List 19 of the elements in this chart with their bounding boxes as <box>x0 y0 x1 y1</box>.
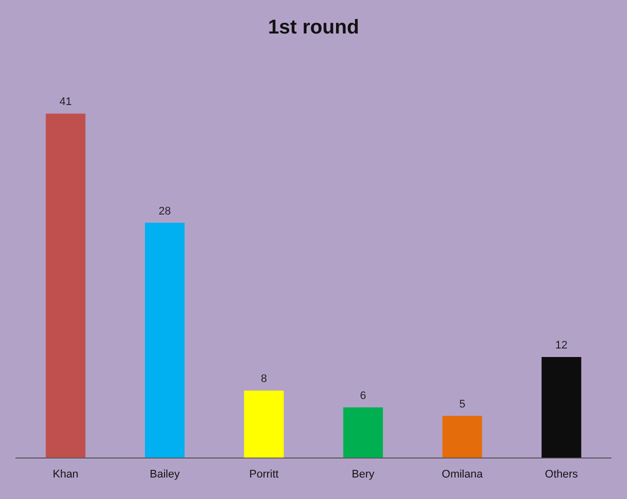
data-label: 8 <box>260 373 267 386</box>
data-label: 5 <box>459 398 466 410</box>
x-tick-label: Bery <box>352 468 375 480</box>
data-label: 28 <box>158 205 171 218</box>
bar <box>442 416 482 458</box>
x-tick-label: Bailey <box>150 468 180 480</box>
bar <box>244 390 284 458</box>
x-tick-label: Porritt <box>249 468 279 480</box>
x-tick-label: Khan <box>52 468 78 480</box>
bar <box>343 407 383 458</box>
bar <box>46 114 86 458</box>
chart-title: 1st round <box>268 16 360 39</box>
bar <box>542 357 582 458</box>
x-tick-label: Others <box>544 468 578 480</box>
data-label: 12 <box>555 340 568 352</box>
data-label: 41 <box>59 96 72 108</box>
bar <box>144 222 185 458</box>
x-tick-label: Omilana <box>442 468 484 480</box>
data-label: 6 <box>360 390 366 402</box>
